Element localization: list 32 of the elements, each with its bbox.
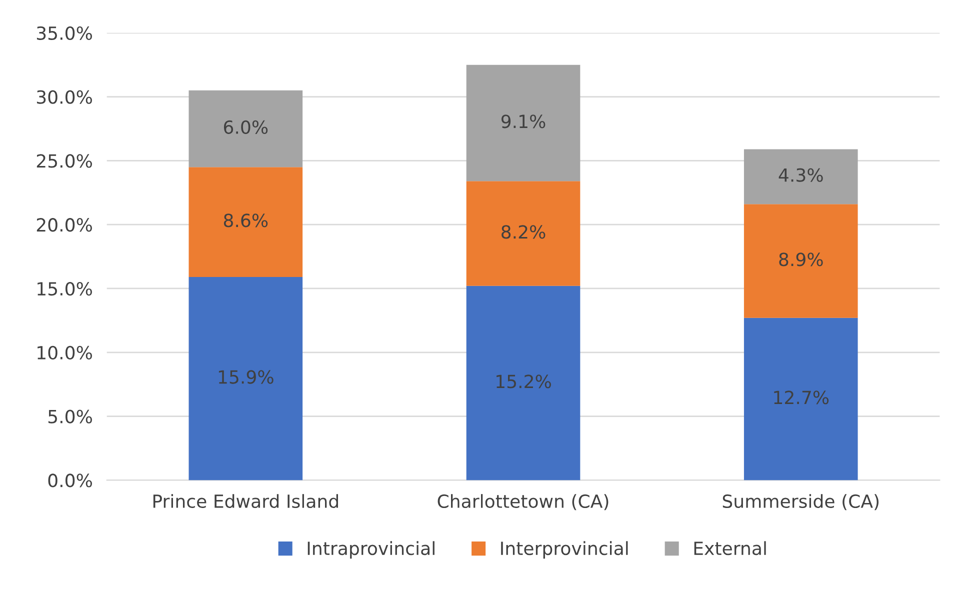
data-label: 6.0% [224, 120, 268, 134]
data-label: 15.9% [218, 370, 274, 384]
bar [744, 149, 858, 204]
bar [188, 276, 303, 480]
bar [744, 318, 858, 480]
bar [188, 90, 303, 168]
x-tick-label: Charlottetown (CA) [438, 494, 608, 510]
bar [466, 286, 580, 480]
data-label: 15.2% [496, 374, 551, 388]
y-tick-label: 30.0% [36, 90, 92, 104]
bar [744, 204, 858, 318]
data-label: 8.6% [224, 214, 268, 228]
x-tick-label: Summerside (CA) [722, 494, 879, 510]
data-label: 8.9% [779, 252, 823, 266]
data-label: 8.2% [502, 225, 546, 239]
y-tick-label: 25.0% [36, 154, 92, 168]
bar [188, 167, 303, 277]
legend-label: Interprovincial [501, 541, 628, 559]
bar [466, 64, 580, 182]
bar [466, 181, 580, 286]
y-tick-label: 5.0% [48, 410, 92, 424]
data-label: 4.3% [778, 168, 823, 182]
legend-label: External [694, 541, 766, 556]
data-label: 12.7% [774, 390, 829, 404]
x-tick-label: Prince Edward Island [153, 494, 338, 508]
y-tick-label: 20.0% [36, 218, 92, 232]
data-label: 9.1% [501, 114, 546, 128]
legend-label: Intraprovincial [308, 541, 434, 559]
y-tick-label: 35.0% [36, 26, 92, 40]
y-tick-label: 15.0% [38, 282, 92, 296]
y-tick-label: 10.0% [38, 346, 92, 360]
y-tick-label: 0.0% [48, 474, 92, 488]
